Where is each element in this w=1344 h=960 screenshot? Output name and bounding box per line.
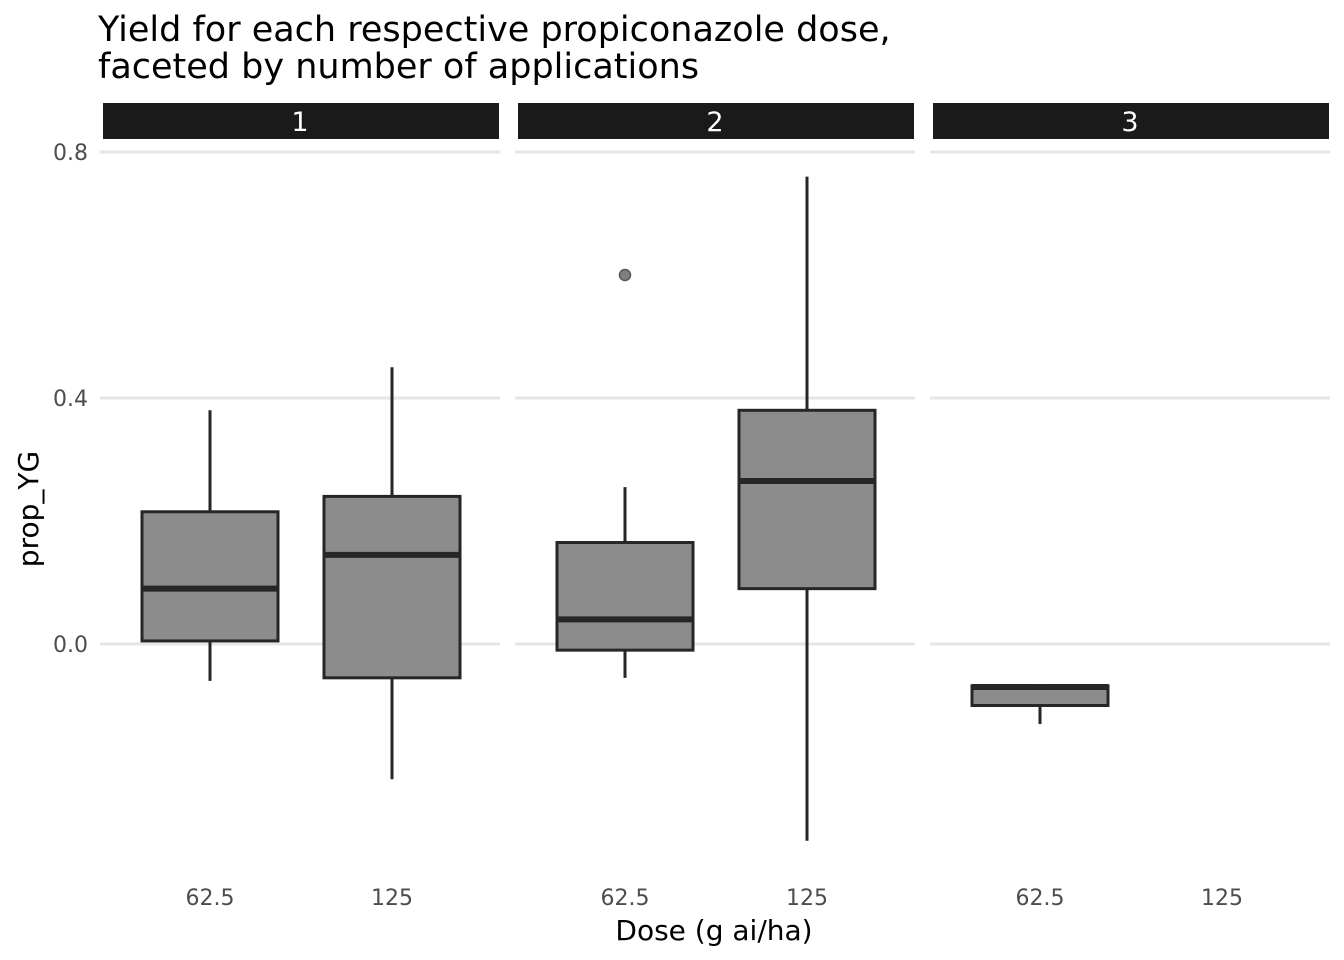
boxplot-62.5 [140, 410, 280, 681]
facet-strip-label: 1 [291, 107, 308, 138]
facet-panel-1: 1 62.5 125 [100, 101, 501, 911]
chart-title-line-1: Yield for each respective propiconazole … [97, 10, 891, 50]
x-tick-label: 125 [371, 886, 413, 911]
boxplot-62.5 [970, 683, 1110, 724]
box-iqr [140, 510, 280, 643]
facet-strip-label: 2 [706, 107, 723, 138]
box-iqr [555, 541, 695, 652]
facet-panels: 1 62.5 125 2 62.5 125 3 62.5 125 [100, 101, 1331, 911]
boxplot-62.5 [555, 268, 695, 678]
y-tick-label: 0.8 [53, 141, 88, 166]
facet-strip [516, 101, 916, 141]
x-tick-label: 62.5 [186, 886, 235, 911]
x-tick-label: 62.5 [601, 886, 650, 911]
x-tick-label: 125 [786, 886, 828, 911]
x-axis-title: Dose (g ai/ha) [615, 914, 812, 947]
y-axis-tick-labels: 0.0 0.4 0.8 [53, 141, 88, 658]
facet-panel-2: 2 62.5 125 [515, 101, 916, 911]
x-tick-label: 62.5 [1016, 886, 1065, 911]
box-iqr [737, 408, 877, 591]
facet-strip [101, 101, 501, 141]
boxplot-125 [737, 176, 877, 841]
y-tick-label: 0.4 [53, 387, 88, 412]
facet-panel-3: 3 62.5 125 [930, 101, 1331, 911]
chart-title: Yield for each respective propiconazole … [97, 10, 891, 87]
x-tick-label: 125 [1201, 886, 1243, 911]
box-iqr [322, 494, 462, 680]
boxplot-125 [322, 367, 462, 780]
outlier-point [618, 268, 632, 282]
y-tick-label: 0.0 [53, 633, 88, 658]
facet-strip [931, 101, 1331, 141]
chart-title-line-2: faceted by number of applications [98, 47, 699, 87]
facet-strip-label: 3 [1121, 107, 1138, 138]
y-axis-title: prop_YG [12, 451, 45, 567]
